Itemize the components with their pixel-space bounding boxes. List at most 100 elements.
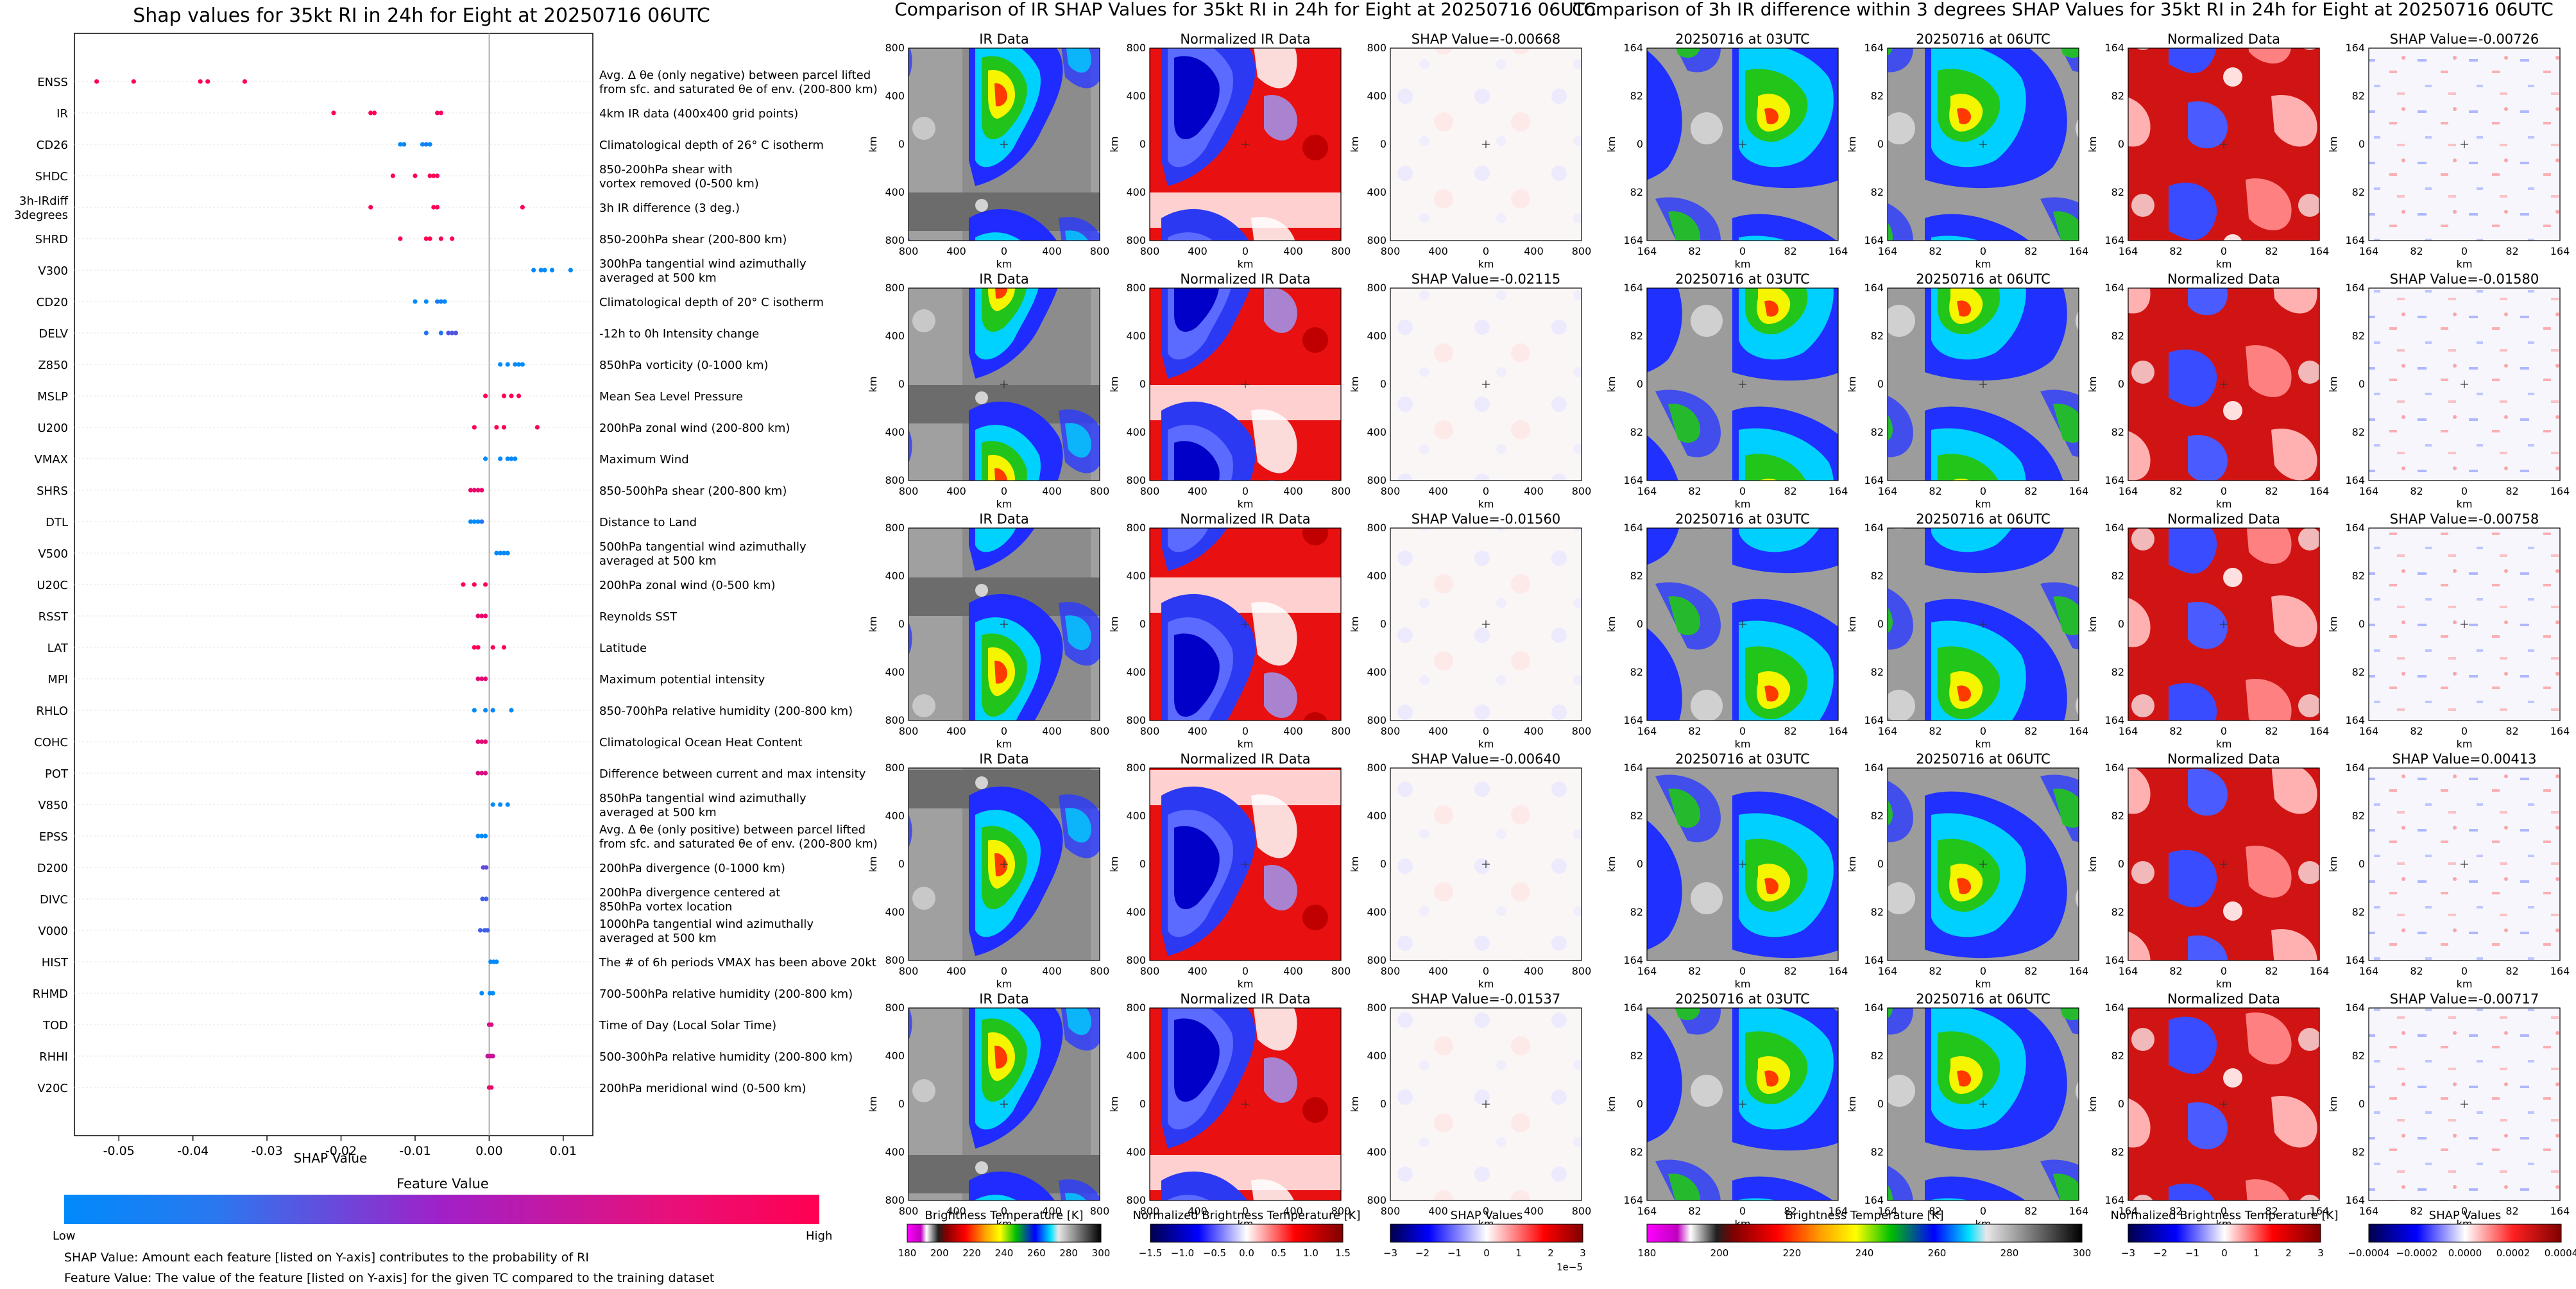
y-axis-label: km — [1108, 377, 1120, 393]
panel-frame — [1149, 767, 1342, 961]
shap-point — [498, 551, 503, 556]
x-tick-label: 800 — [1572, 245, 1592, 257]
shap-point — [516, 362, 522, 367]
panel-frame — [1390, 527, 1582, 721]
feature-code-label: V000 — [38, 925, 68, 938]
x-tick-label: 82 — [1929, 245, 1941, 257]
y-tick-label: 0 — [2358, 138, 2365, 150]
x-tick-label: 82 — [2024, 245, 2037, 257]
shap-point — [509, 393, 514, 398]
feature-description: -12h to 0h Intensity change — [599, 327, 759, 341]
x-tick-label: 400 — [1428, 485, 1448, 497]
y-tick-label: 82 — [2352, 1050, 2365, 1062]
shap-point — [505, 551, 510, 556]
x-tick-label: 800 — [1140, 1205, 1160, 1217]
x-axis-label: km — [996, 498, 1012, 510]
x-tick-label: 82 — [2265, 485, 2278, 497]
shap-point — [490, 645, 495, 650]
shap-point — [472, 645, 477, 650]
shap-point — [435, 205, 440, 210]
y-tick-label: 164 — [1623, 1002, 1643, 1014]
x-tick-label: 164 — [2119, 485, 2138, 497]
feature-code-label: 3h-IRdiff 3degrees — [14, 194, 69, 222]
feature-description: Mean Sea Level Pressure — [599, 390, 743, 404]
y-tick-label: 164 — [1864, 762, 1884, 774]
x-axis-label: km — [1238, 978, 1254, 990]
y-axis-label: km — [1605, 617, 1617, 633]
feature-description: Climatological Ocean Heat Content — [599, 736, 803, 749]
y-tick-label: 400 — [1126, 1050, 1146, 1062]
shap-point — [420, 142, 425, 147]
y-tick-label: 400 — [885, 90, 905, 102]
y-tick-label: 0 — [1139, 378, 1146, 390]
shap-point — [483, 456, 488, 461]
y-tick-label: 82 — [1630, 906, 1643, 918]
y-tick-label: 0 — [1637, 858, 1643, 870]
feature-code-line: D200 — [37, 862, 68, 875]
x-tick-label: 164 — [2359, 245, 2379, 257]
x-axis-label: km — [2216, 498, 2232, 510]
x-tick-label: 400 — [1524, 965, 1544, 977]
x-tick-label: 164 — [1829, 725, 1848, 737]
y-tick-label: 800 — [1126, 282, 1146, 294]
y-tick-label: 400 — [1367, 90, 1386, 102]
feature-code-label: SHRS — [37, 484, 68, 498]
y-tick-label: 400 — [885, 186, 905, 198]
x-tick-label: 400 — [946, 485, 966, 497]
y-tick-label: 0 — [898, 858, 905, 870]
y-tick-label: 0 — [1139, 138, 1146, 150]
colorbar-tick-label: 220 — [962, 1247, 981, 1259]
feature-description: 200hPa zonal wind (0-500 km) — [599, 579, 776, 592]
x-tick-label: 400 — [1524, 245, 1544, 257]
y-tick-label: 82 — [2111, 186, 2124, 198]
x-axis-label: km — [1238, 498, 1254, 510]
x-tick-label: 400 — [1042, 245, 1062, 257]
x-tick-label: 0.00 — [475, 1144, 502, 1158]
colorbar-tick-label: −0.0004 — [2348, 1247, 2389, 1259]
x-tick-label: 400 — [1283, 725, 1303, 737]
feature-code-line: DELV — [38, 327, 68, 341]
y-tick-label: 400 — [1367, 1050, 1386, 1062]
y-tick-label: 164 — [1864, 474, 1884, 486]
panel-frame — [1149, 527, 1342, 721]
x-tick-label: 164 — [2119, 725, 2138, 737]
y-tick-label: 800 — [885, 282, 905, 294]
panel-title: 20250716 at 06UTC — [1916, 991, 2051, 1007]
shap-point — [475, 833, 481, 839]
feature-code-label: VMAX — [35, 453, 69, 466]
panel-title: Normalized IR Data — [1180, 271, 1310, 287]
y-tick-label: 800 — [1126, 714, 1146, 726]
feature-code-label: DTL — [46, 516, 68, 529]
x-tick-label: 82 — [2024, 965, 2037, 977]
x-tick-label: 82 — [2410, 725, 2423, 737]
x-tick-label: 800 — [1331, 485, 1351, 497]
panel-title: Normalized Data — [2167, 511, 2280, 527]
shap-point — [205, 79, 210, 84]
x-tick-label: 800 — [1331, 725, 1351, 737]
y-tick-label: 82 — [2111, 426, 2124, 438]
colorbar — [1390, 1224, 1583, 1243]
panel-frame — [908, 287, 1100, 481]
x-tick-label: 82 — [1929, 725, 1941, 737]
y-tick-label: 82 — [2111, 666, 2124, 678]
y-tick-label: 164 — [1623, 42, 1643, 54]
x-tick-label: 0 — [1980, 245, 1986, 257]
shap-point — [472, 488, 477, 493]
colorbar-tick-label: 200 — [930, 1247, 949, 1259]
colorbar-tick-label: 260 — [1027, 1247, 1046, 1259]
x-tick-label: 164 — [2119, 965, 2138, 977]
feature-description: 1000hPa tangential wind azimuthally avera… — [599, 918, 814, 945]
feature-description: 500hPa tangential wind azimuthally averag… — [599, 540, 806, 568]
y-tick-label: 800 — [885, 1002, 905, 1014]
x-tick-label: 82 — [1688, 725, 1701, 737]
x-tick-label: 82 — [1929, 965, 1941, 977]
y-tick-label: 82 — [2111, 1146, 2124, 1158]
x-tick-label: 400 — [1283, 965, 1303, 977]
feature-code-label: RHLO — [36, 704, 68, 718]
x-tick-label: 164 — [1829, 965, 1848, 977]
x-tick-label: 0 — [1242, 1205, 1249, 1217]
y-tick-label: 82 — [1871, 330, 1884, 342]
shap-point — [483, 833, 488, 839]
x-tick-label: 400 — [1042, 485, 1062, 497]
x-axis-label: km — [1975, 258, 1992, 270]
